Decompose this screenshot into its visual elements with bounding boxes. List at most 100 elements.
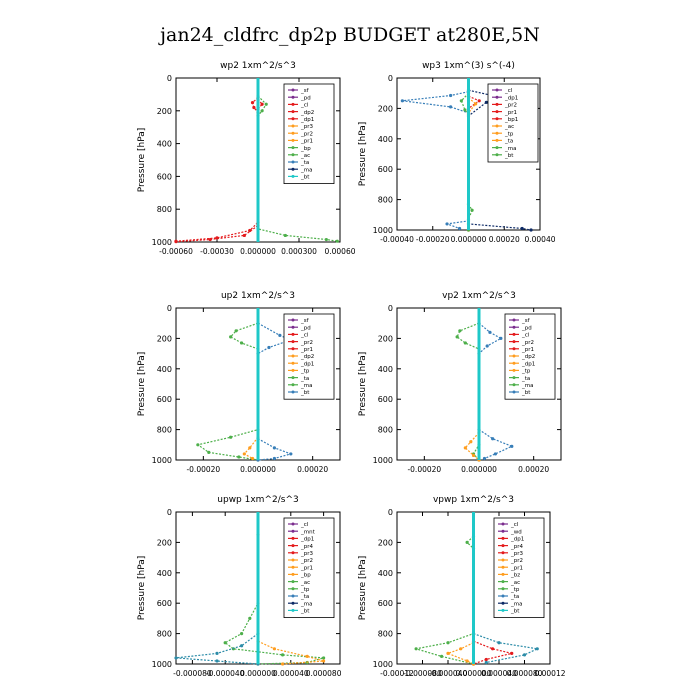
data-point bbox=[248, 616, 252, 621]
legend-marker bbox=[501, 601, 505, 605]
series-line-ma bbox=[175, 633, 259, 665]
data-point bbox=[272, 446, 276, 450]
y-tick-label: 1000 bbox=[373, 226, 393, 235]
legend-marker bbox=[495, 117, 499, 121]
y-axis-label: Pressure [hPa] bbox=[358, 122, 368, 187]
data-point bbox=[465, 540, 469, 545]
legend-entry: _pr3 bbox=[300, 124, 314, 130]
legend-entry: _ta bbox=[300, 160, 309, 166]
y-tick-label: 800 bbox=[157, 426, 172, 435]
legend-marker bbox=[501, 558, 505, 562]
figure-title: jan24_cldfrc_dp2p BUDGET at280E,5N bbox=[160, 24, 540, 46]
panel-title: vpwp 1xm^2/s^3 bbox=[433, 495, 514, 505]
x-tick-label: -0.00020 bbox=[407, 465, 441, 474]
legend-marker bbox=[501, 580, 505, 584]
series-line-pr2 bbox=[467, 97, 477, 230]
legend-marker bbox=[495, 95, 499, 99]
legend-entry: _ta bbox=[300, 594, 309, 600]
data-point bbox=[250, 101, 255, 105]
data-point bbox=[535, 647, 539, 651]
data-point bbox=[455, 335, 459, 339]
legend-entry: _sf bbox=[300, 318, 310, 324]
data-point bbox=[459, 647, 463, 651]
panel-title: wp3 1xm^(3) s^(-4) bbox=[422, 61, 515, 71]
panel-title: upwp 1xm^2/s^3 bbox=[217, 495, 298, 505]
data-point bbox=[242, 452, 246, 456]
y-axis-label: Pressure [hPa] bbox=[358, 352, 368, 417]
legend-marker bbox=[291, 572, 295, 576]
data-point bbox=[305, 654, 309, 659]
data-point bbox=[242, 233, 246, 238]
data-point bbox=[240, 644, 244, 648]
data-point bbox=[449, 93, 453, 98]
legend-marker bbox=[291, 594, 295, 598]
legend-marker bbox=[291, 332, 295, 336]
legend-marker bbox=[512, 325, 516, 329]
legend-marker bbox=[501, 529, 505, 533]
data-point bbox=[335, 239, 339, 243]
chart-panel-3: up2 1xm^2/s^3 Pressure [hPa] 0 200 400 600 800… bbox=[137, 291, 341, 474]
legend-entry: _bp bbox=[300, 573, 311, 579]
legend-marker bbox=[512, 318, 516, 322]
legend-entry: _pr2 bbox=[510, 558, 523, 564]
data-point bbox=[324, 237, 328, 242]
legend-entry: _pr2 bbox=[504, 103, 517, 109]
legend-entry: _mnt bbox=[300, 529, 316, 535]
x-tick-label: 0.000080 bbox=[306, 669, 342, 678]
y-tick-label: 600 bbox=[157, 395, 172, 404]
y-tick-label: 800 bbox=[378, 630, 393, 639]
data-point bbox=[446, 641, 450, 645]
data-point bbox=[484, 660, 488, 665]
data-point bbox=[510, 444, 514, 448]
x-tick-label: 0.000000 bbox=[451, 235, 487, 244]
legend-marker bbox=[291, 88, 295, 92]
series-line-pr1 bbox=[446, 642, 474, 665]
data-point bbox=[463, 341, 467, 345]
legend-marker bbox=[291, 131, 295, 135]
legend-marker bbox=[291, 318, 295, 322]
data-point bbox=[260, 102, 264, 106]
legend-entry: _ma bbox=[300, 167, 312, 173]
data-point bbox=[499, 336, 503, 340]
legend-marker bbox=[291, 558, 295, 562]
x-tick-label: -0.000040 bbox=[206, 669, 245, 678]
data-point bbox=[250, 456, 255, 461]
legend-marker bbox=[495, 138, 499, 142]
legend-marker bbox=[291, 160, 295, 164]
data-point bbox=[207, 450, 211, 454]
panel-title: vp2 1xm^2/s^3 bbox=[442, 291, 516, 301]
legend-entry: _wd bbox=[510, 529, 522, 535]
data-point bbox=[491, 647, 495, 651]
legend-marker bbox=[495, 88, 499, 92]
data-point bbox=[469, 440, 473, 444]
legend-entry: _pr1 bbox=[510, 565, 523, 571]
data-point bbox=[281, 653, 285, 657]
legend-entry: _bp bbox=[300, 146, 311, 152]
legend-entry: _pd bbox=[521, 325, 532, 331]
series-line-dp1 bbox=[175, 98, 263, 243]
legend-marker bbox=[291, 536, 295, 540]
legend-entry: _dp1 bbox=[504, 95, 518, 101]
legend-entry: _pr1 bbox=[521, 347, 534, 353]
legend-marker bbox=[291, 587, 295, 591]
y-tick-label: 200 bbox=[157, 538, 172, 547]
legend-entry: _ma bbox=[510, 601, 522, 607]
legend-marker bbox=[291, 102, 295, 106]
legend-marker bbox=[495, 102, 499, 106]
legend-marker bbox=[501, 544, 505, 548]
y-tick-label: 200 bbox=[157, 107, 172, 116]
legend-marker bbox=[291, 580, 295, 584]
legend-entry: _dp2 bbox=[521, 354, 535, 360]
data-point bbox=[215, 659, 219, 663]
data-point bbox=[520, 226, 524, 231]
legend-entry: _pr4 bbox=[300, 544, 314, 550]
chart-panel-5: upwp 1xm^2/s^3 Pressure [hPa] 0 200 400 600 80… bbox=[137, 495, 342, 678]
x-tick-label: 0.000040 bbox=[273, 669, 309, 678]
data-point bbox=[260, 109, 264, 113]
legend-marker bbox=[512, 332, 516, 336]
legend-marker bbox=[501, 551, 505, 555]
series-line-bp bbox=[456, 322, 480, 461]
data-point bbox=[457, 226, 462, 231]
legend-marker bbox=[291, 551, 295, 555]
data-point bbox=[322, 656, 326, 660]
